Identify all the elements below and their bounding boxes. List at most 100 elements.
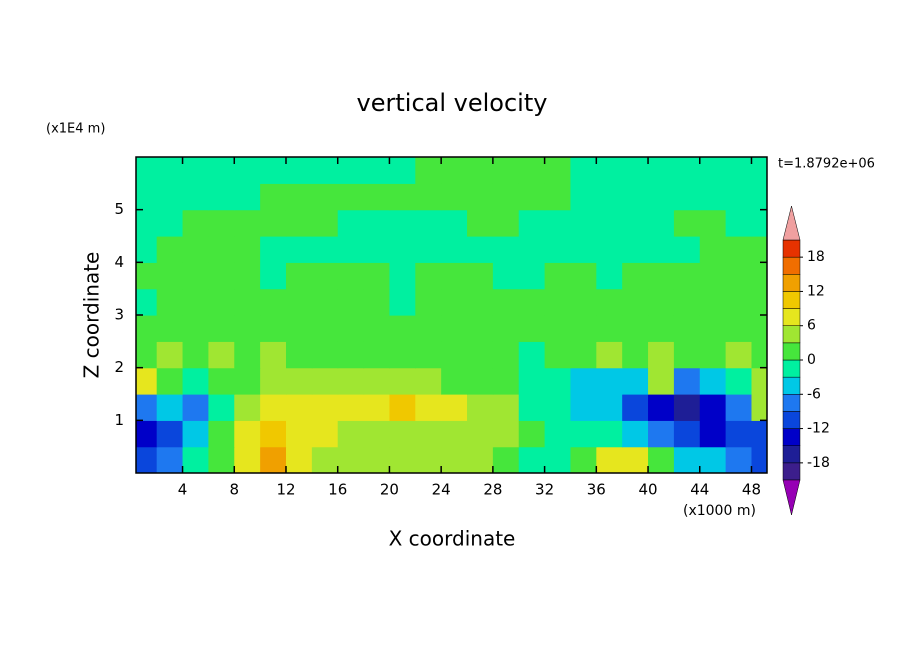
field-cell	[596, 341, 623, 369]
colorbar-box	[782, 291, 801, 309]
field-cell	[311, 209, 339, 237]
field-cell	[518, 288, 546, 316]
field-cell	[363, 446, 391, 473]
field-cell	[415, 446, 442, 473]
y-tick-label: 4	[114, 253, 124, 271]
y-tick-label: 1	[114, 411, 124, 429]
field-cell	[311, 288, 339, 316]
field-cell	[234, 262, 261, 290]
field-cell	[441, 157, 468, 184]
field-cell	[648, 209, 675, 237]
x-tick-label: 16	[328, 481, 347, 499]
field-cell	[441, 315, 468, 342]
field-cell	[156, 367, 184, 395]
field-cell	[751, 420, 767, 448]
field-cell	[182, 394, 210, 421]
x-tick-label: 44	[690, 481, 709, 499]
field-cell	[285, 183, 313, 211]
x-tick-label: 20	[380, 481, 399, 499]
y-axis-label: Z coordinate	[80, 252, 104, 379]
field-cell	[570, 315, 597, 342]
field-cell	[544, 236, 572, 263]
field-cell	[699, 288, 727, 316]
field-cell	[570, 157, 597, 184]
field-cell	[311, 341, 339, 369]
field-cell	[260, 236, 287, 263]
field-cell	[208, 236, 235, 263]
field-cell	[156, 394, 184, 421]
field-cell	[725, 367, 753, 395]
colorbar-label: -18	[807, 455, 830, 471]
colorbar-box	[782, 376, 801, 395]
field-cell	[182, 341, 210, 369]
field-cell	[441, 288, 468, 316]
field-cell	[260, 157, 287, 184]
field-cell	[467, 262, 494, 290]
field-cell	[415, 367, 442, 395]
field-cell	[673, 341, 701, 369]
field-cell	[285, 209, 313, 237]
field-cell	[751, 394, 767, 421]
field-cell	[234, 157, 261, 184]
field-cell	[492, 367, 520, 395]
field-cell	[725, 446, 753, 473]
field-cell	[570, 420, 597, 448]
field-cell	[622, 236, 649, 263]
field-cell	[441, 209, 468, 237]
field-cell	[518, 183, 546, 211]
field-cell	[699, 209, 727, 237]
field-cell	[136, 262, 158, 290]
field-cell	[441, 367, 468, 395]
x-tick-label: 8	[229, 481, 239, 499]
field-cell	[389, 341, 416, 369]
field-cell	[285, 262, 313, 290]
field-cell	[699, 446, 727, 473]
field-cell	[389, 236, 416, 263]
colorbar-label: -6	[807, 386, 821, 402]
field-cell	[156, 209, 184, 237]
field-cell	[311, 394, 339, 421]
field-cell	[363, 420, 391, 448]
field-cell	[415, 315, 442, 342]
field-cell	[208, 157, 235, 184]
field-cell	[234, 367, 261, 395]
field-cell	[337, 367, 365, 395]
field-cell	[337, 236, 365, 263]
field-cell	[441, 262, 468, 290]
field-cell	[285, 288, 313, 316]
field-cell	[751, 341, 767, 369]
field-cell	[570, 183, 597, 211]
field-cell	[136, 341, 158, 369]
field-cell	[518, 446, 546, 473]
colorbar-under	[782, 479, 801, 516]
field-cell	[389, 315, 416, 342]
field-cell	[622, 367, 649, 395]
field-cell	[673, 262, 701, 290]
field-cell	[518, 367, 546, 395]
colorbar-box	[782, 342, 801, 361]
field-cell	[311, 446, 339, 473]
field-cell	[311, 367, 339, 395]
field-cell	[596, 394, 623, 421]
field-cell	[673, 315, 701, 342]
x-tick-label: 40	[638, 481, 657, 499]
field-cell	[136, 157, 158, 184]
field-cell	[596, 209, 623, 237]
field-cell	[182, 183, 210, 211]
field-cell	[363, 367, 391, 395]
field-cell	[725, 236, 753, 263]
field-cell	[544, 367, 572, 395]
field-cell	[260, 446, 287, 473]
x-tick-label: 28	[483, 481, 502, 499]
colorbar-box	[782, 359, 801, 378]
field-cell	[389, 288, 416, 316]
field-cell	[725, 183, 753, 211]
contour-field	[136, 157, 767, 473]
field-cell	[725, 209, 753, 237]
field-cell	[156, 157, 184, 184]
field-cell	[234, 183, 261, 211]
field-cell	[492, 341, 520, 369]
field-cell	[725, 420, 753, 448]
field-cell	[441, 446, 468, 473]
field-cell	[415, 236, 442, 263]
